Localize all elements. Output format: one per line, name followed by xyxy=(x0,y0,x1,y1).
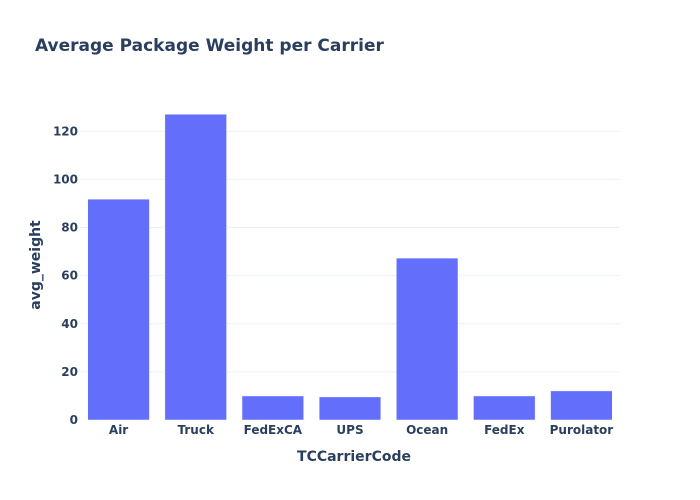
y-axis-title: avg_weight xyxy=(28,220,44,310)
bars xyxy=(87,113,613,421)
bar-air[interactable] xyxy=(87,198,150,421)
chart-title: Average Package Weight per Carrier xyxy=(35,36,384,56)
x-tick-label: Purolator xyxy=(550,423,614,437)
x-tick-label: Air xyxy=(109,423,128,437)
x-axis-title: TCCarrierCode xyxy=(297,449,411,465)
y-tick-label: 40 xyxy=(61,317,78,331)
x-tick-label: FedExCA xyxy=(244,423,303,437)
x-tick-label: Truck xyxy=(178,423,215,437)
x-tick-label: UPS xyxy=(336,423,363,437)
y-tick-label: 80 xyxy=(61,221,78,235)
x-axis-ticks: Air Truck FedExCA UPS Ocean FedEx Purolator xyxy=(109,423,613,437)
bar-ocean[interactable] xyxy=(396,257,459,421)
bar-truck[interactable] xyxy=(164,113,227,421)
bar-ups[interactable] xyxy=(318,396,382,421)
x-tick-label: Ocean xyxy=(406,423,448,437)
bar-purolator[interactable] xyxy=(550,390,613,421)
y-tick-label: 60 xyxy=(61,269,78,283)
bar-fedex[interactable] xyxy=(473,395,536,421)
y-tick-label: 0 xyxy=(70,413,78,427)
y-tick-label: 20 xyxy=(61,365,78,379)
y-tick-label: 120 xyxy=(53,124,78,138)
bar-fedexca[interactable] xyxy=(241,395,304,421)
y-axis-ticks: 0 20 40 60 80 100 120 xyxy=(53,124,78,427)
x-tick-label: FedEx xyxy=(484,423,525,437)
y-tick-label: 100 xyxy=(53,172,78,186)
